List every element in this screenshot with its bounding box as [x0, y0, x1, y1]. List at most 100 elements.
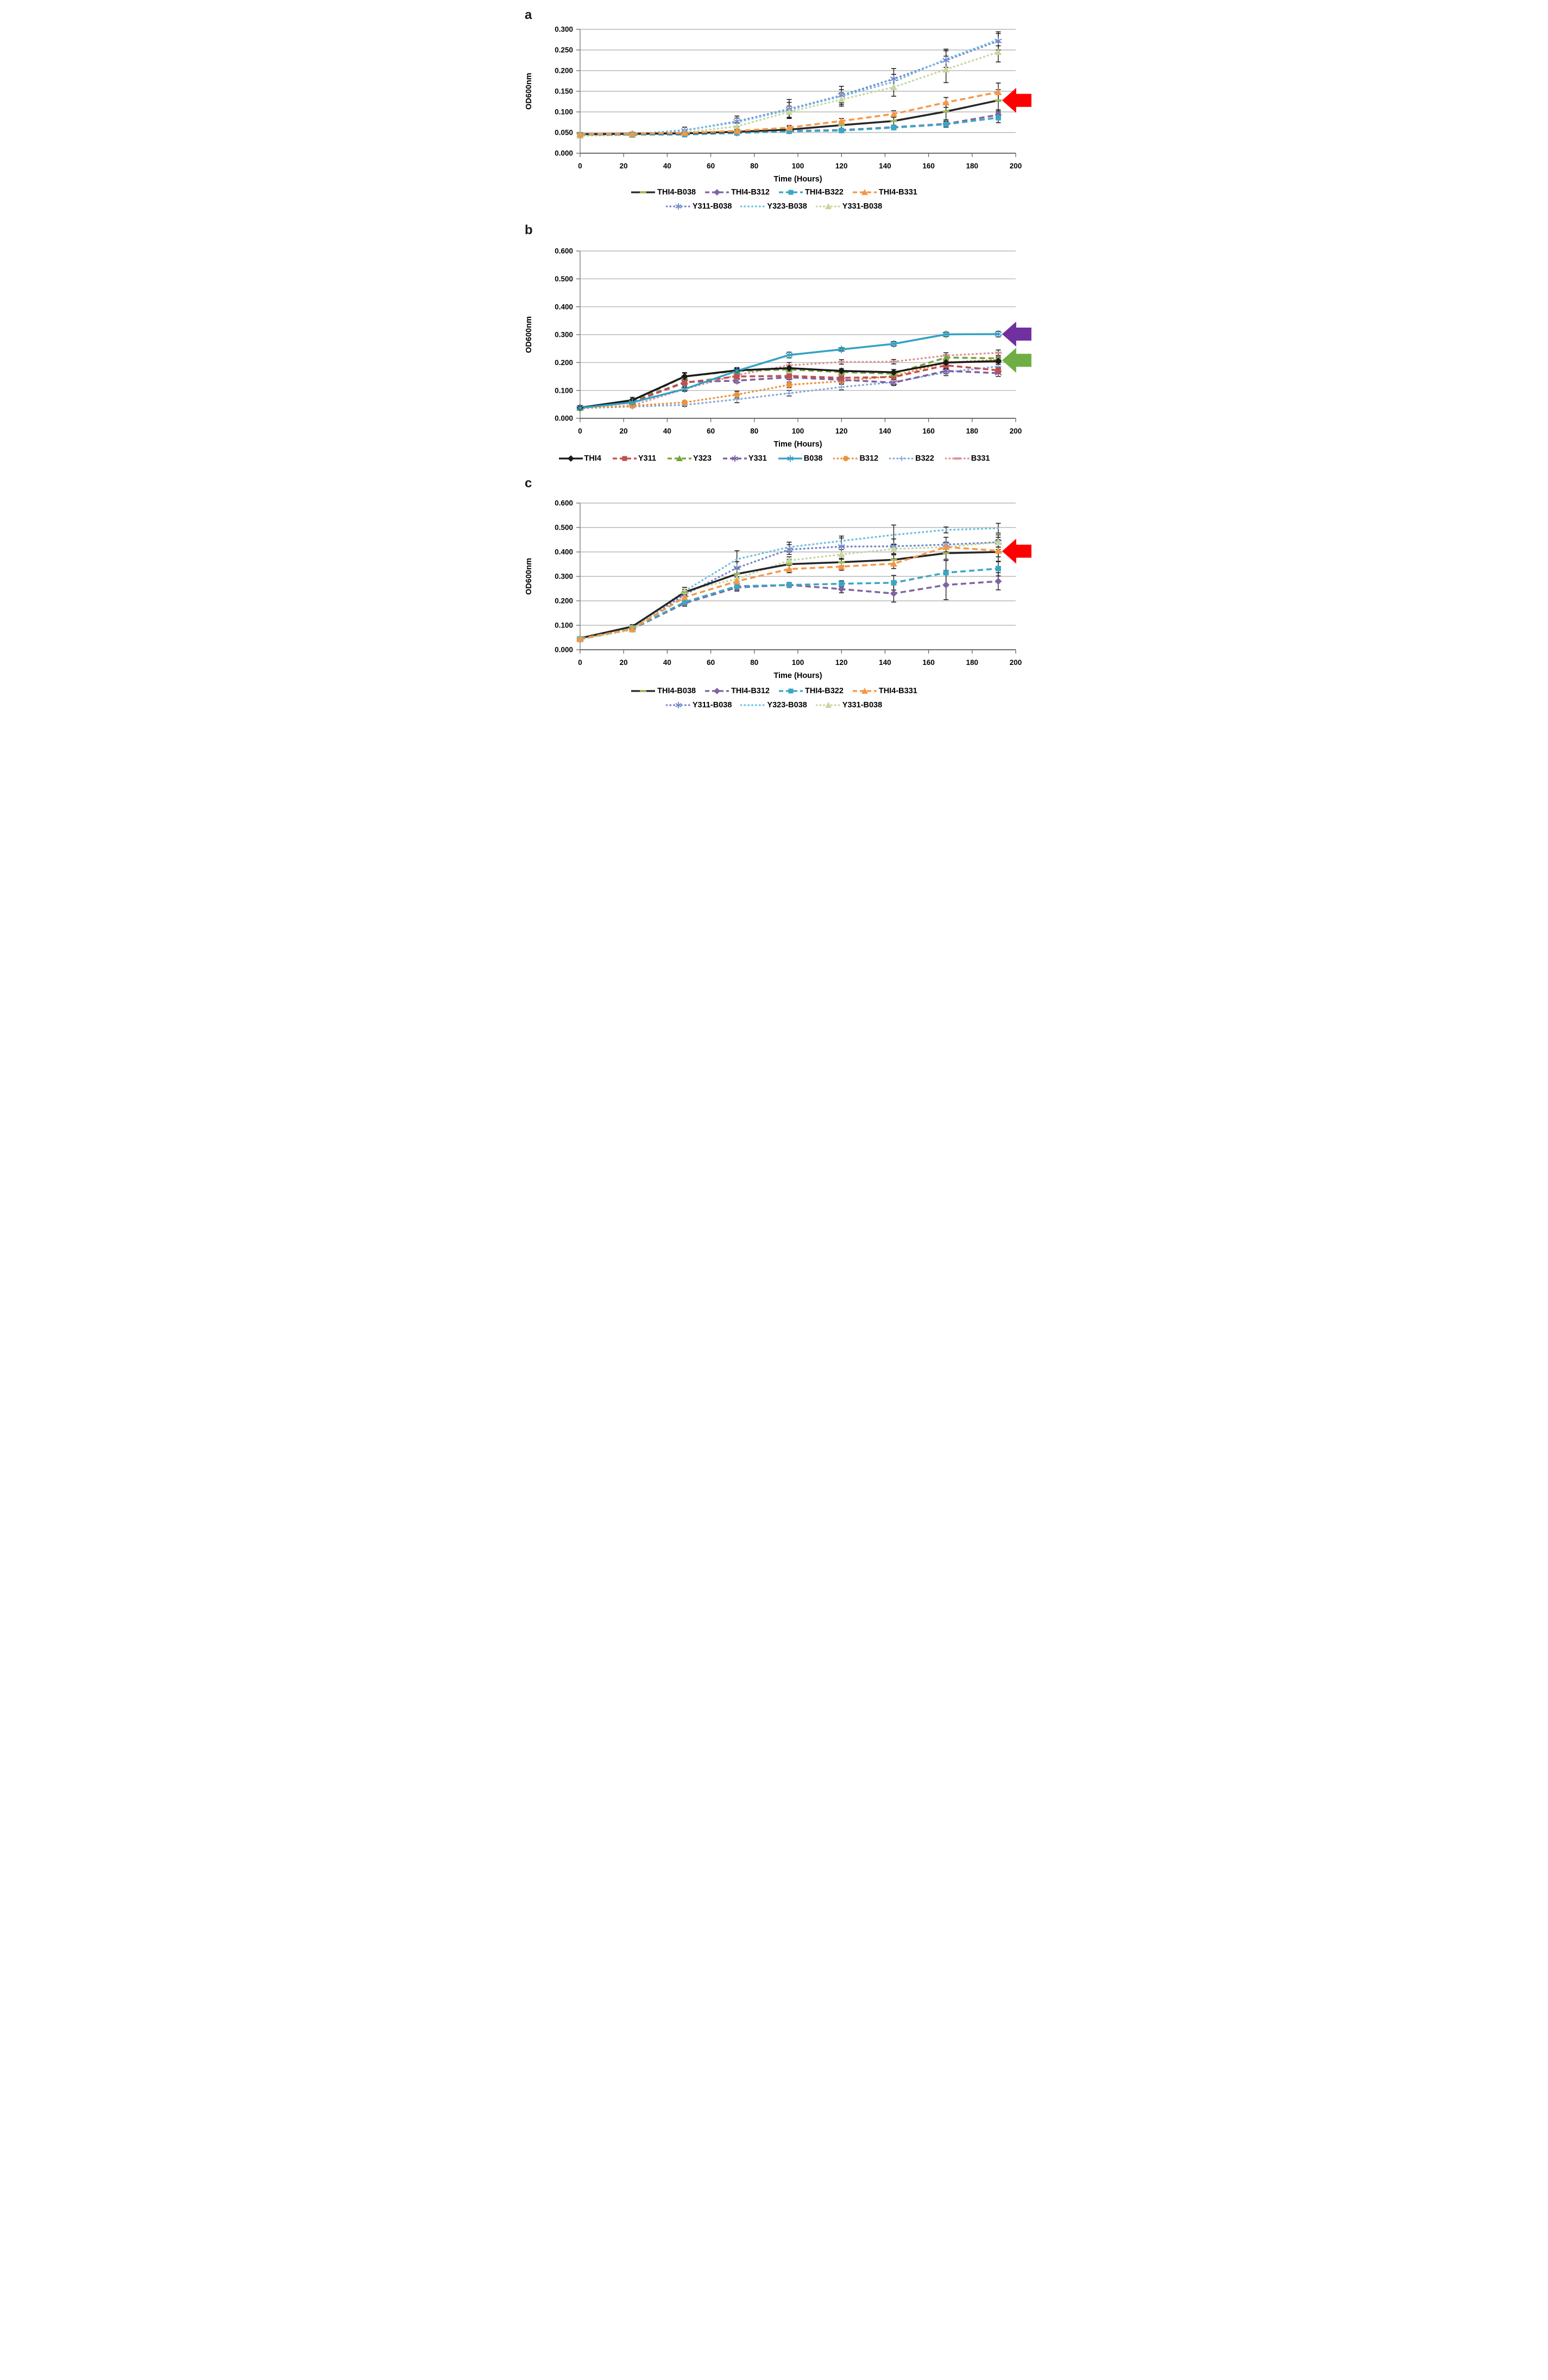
legend-item-Y311-B038: Y311-B038: [665, 701, 732, 709]
svg-text:60: 60: [707, 658, 715, 667]
series-line-Y311-B038: [579, 40, 999, 136]
legend-item-Y323-B038: Y323-B038: [740, 701, 807, 709]
svg-text:120: 120: [835, 162, 848, 170]
legend-swatch-B312: [833, 456, 859, 461]
svg-text:0.000: 0.000: [555, 149, 573, 158]
legend-label: Y311-B038: [692, 202, 732, 211]
legend-swatch-Y311: [612, 456, 637, 461]
svg-text:100: 100: [792, 162, 804, 170]
legend-label: THI4-B038: [657, 188, 696, 197]
svg-text:0.200: 0.200: [555, 359, 573, 367]
legend-row: Y311-B038 Y323-B038 Y331-B038: [665, 701, 882, 709]
svg-text:0: 0: [578, 162, 582, 170]
legend-label: Y323-B038: [767, 701, 807, 709]
legend-label: THI4-B331: [878, 687, 917, 695]
svg-text:0.000: 0.000: [555, 646, 573, 654]
svg-text:160: 160: [922, 162, 935, 170]
legend-swatch-THI4-B322: [779, 190, 803, 195]
svg-text:200: 200: [1010, 427, 1022, 435]
legend-item-THI4-B322: THI4-B322: [778, 687, 844, 695]
series-line-Y323-B038: [579, 39, 999, 136]
svg-text:200: 200: [1010, 658, 1022, 667]
legend-label: THI4-B038: [657, 687, 696, 695]
svg-text:80: 80: [750, 162, 758, 170]
series-line-B331: [579, 351, 999, 410]
panel-b-label: b: [525, 223, 533, 237]
legend-swatch-Y323-B038: [740, 704, 766, 706]
spacer: [516, 211, 1032, 218]
legend-item-THI4-B322: THI4-B322: [778, 188, 844, 197]
svg-text:60: 60: [707, 162, 715, 170]
svg-text:0.100: 0.100: [555, 386, 573, 394]
svg-text:Time (Hours): Time (Hours): [773, 671, 822, 680]
legend-label: B331: [971, 454, 990, 463]
legend-row: THI4-B038 THI4-B312 THI4-B322 THI4-B331: [631, 188, 917, 197]
svg-text:100: 100: [792, 658, 804, 667]
svg-text:180: 180: [966, 427, 979, 435]
svg-text:0.150: 0.150: [555, 87, 573, 96]
svg-text:40: 40: [663, 427, 671, 435]
legend-label: Y331-B038: [842, 202, 883, 211]
legend-item-THI4-B038: THI4-B038: [631, 687, 696, 695]
svg-text:140: 140: [879, 658, 891, 667]
svg-text:160: 160: [922, 658, 935, 667]
svg-text:180: 180: [966, 658, 979, 667]
legend-label: THI4-B322: [805, 188, 844, 197]
legend-swatch-Y311-B038: [665, 203, 691, 210]
chart-b: 0.000 0.100 0.200 0.300 0.400 0.500 0.600 0 20 40…: [525, 247, 1031, 449]
legend-swatch-Y311-B038: [665, 702, 691, 708]
series-line-B312: [579, 359, 999, 410]
svg-text:0.400: 0.400: [555, 548, 573, 556]
svg-text:20: 20: [620, 427, 628, 435]
series-line-THI4-B312: [580, 580, 999, 640]
legend-swatch-B038: [778, 455, 802, 462]
svg-text:0.300: 0.300: [555, 331, 573, 339]
chart-c: 0.000 0.100 0.200 0.300 0.400 0.500 0.600 0 20 40…: [525, 499, 1031, 680]
legend-row: THI4 Y311 Y323 Y331 B038 B312 B322 B331: [558, 454, 990, 463]
svg-text:0.500: 0.500: [555, 524, 573, 532]
legend-item-B312: B312: [833, 454, 878, 463]
svg-text:0.600: 0.600: [555, 499, 573, 507]
svg-text:100: 100: [792, 427, 804, 435]
green-arrow: [1002, 348, 1031, 373]
legend-swatch-Y323: [668, 455, 692, 461]
legend-item-THI4-B312: THI4-B312: [704, 687, 770, 695]
series-line-THI4-B322: [580, 567, 999, 640]
legend-label: Y323: [693, 454, 712, 463]
legend-label: THI4-B331: [878, 188, 917, 197]
svg-text:0.500: 0.500: [555, 275, 573, 283]
svg-text:0.050: 0.050: [555, 129, 573, 137]
legend-label: B312: [859, 454, 879, 463]
svg-text:OD600nm: OD600nm: [525, 558, 533, 595]
svg-text:0.400: 0.400: [555, 303, 573, 311]
panel-c-label: c: [525, 476, 532, 491]
legend-label: Y311: [638, 454, 657, 463]
svg-text:40: 40: [663, 162, 671, 170]
legend-label: THI4: [584, 454, 601, 463]
svg-text:0.200: 0.200: [555, 597, 573, 605]
svg-text:140: 140: [879, 427, 891, 435]
svg-text:0.100: 0.100: [555, 621, 573, 630]
spacer: [516, 463, 1032, 472]
legend-item-B331: B331: [945, 454, 990, 463]
red-arrow: [1002, 538, 1031, 564]
legend-item-THI4: THI4: [558, 454, 601, 463]
legend-item-B038: B038: [778, 454, 823, 463]
legend-item-THI4-B331: THI4-B331: [852, 687, 917, 695]
legend-swatch-THI4-B331: [852, 189, 877, 195]
legend-swatch-THI4-B038: [631, 690, 656, 692]
svg-text:20: 20: [620, 162, 628, 170]
svg-text:Time (Hours): Time (Hours): [773, 440, 822, 449]
legend-swatch-THI4-B322: [779, 688, 803, 694]
svg-text:0.200: 0.200: [555, 67, 573, 75]
legend-label: B322: [915, 454, 934, 463]
legend-swatch-THI4-B038: [631, 191, 656, 193]
svg-text:140: 140: [879, 162, 891, 170]
panel-a-label: a: [525, 8, 532, 22]
svg-text:0.250: 0.250: [555, 46, 573, 54]
legend-label: THI4-B312: [731, 188, 770, 197]
svg-text:OD600nm: OD600nm: [525, 316, 533, 353]
legend-label: THI4-B312: [731, 687, 770, 695]
legend-label: B038: [803, 454, 823, 463]
panel-b: b 0.000 0.100 0.200 0.300 0.400 0.500 0.600 0 20…: [516, 224, 1032, 472]
